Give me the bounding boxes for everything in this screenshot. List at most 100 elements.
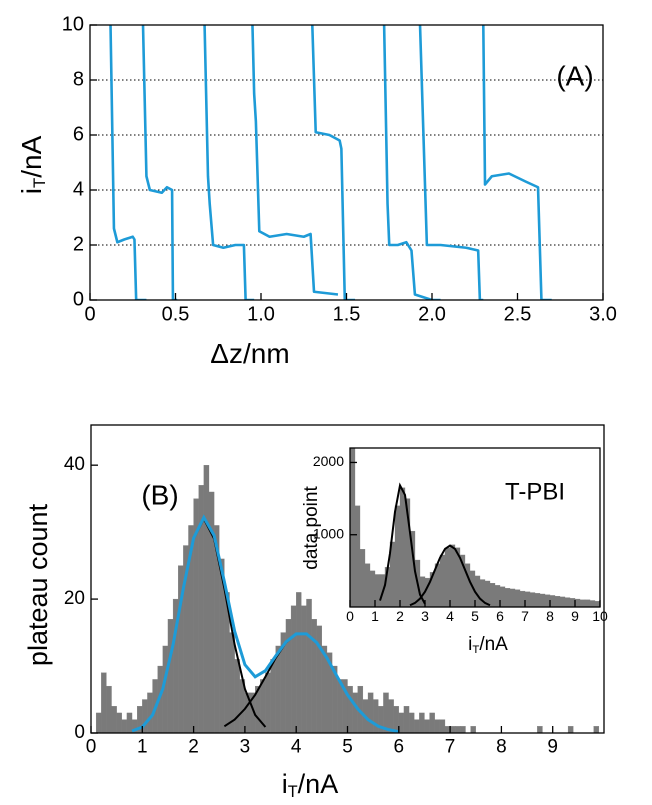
x-tick-label: 3 bbox=[421, 608, 429, 624]
x-tick-label: 0 bbox=[84, 303, 95, 325]
histogram-bar bbox=[589, 600, 596, 607]
y-tick-label: 8 bbox=[73, 68, 84, 90]
x-tick-label: 6 bbox=[496, 608, 504, 624]
histogram-bar bbox=[579, 599, 586, 607]
axis-label: Δz/nm bbox=[210, 338, 289, 369]
panel: 0 2 4 6 8 10 0 0.5 1.0 1.5 2.0 2.5 3.0 Δz/nm iT/nA (A) bbox=[16, 13, 617, 369]
axis-label-part: i bbox=[282, 769, 288, 799]
x-tick-label: 3.0 bbox=[589, 303, 617, 325]
histogram-bar bbox=[374, 574, 381, 607]
x-tick-label: 1 bbox=[137, 736, 148, 757]
histogram-bar bbox=[121, 719, 128, 733]
axis-label-part: i bbox=[468, 634, 472, 655]
histogram-bar bbox=[354, 505, 361, 607]
histogram-bar bbox=[519, 590, 526, 607]
histogram-bar bbox=[367, 692, 374, 733]
axis-label-part: /nA bbox=[16, 135, 47, 177]
axis-label-part: T bbox=[288, 783, 298, 801]
x-tick-label: 0.5 bbox=[162, 303, 190, 325]
histogram-bar bbox=[534, 593, 541, 607]
y-tick-label: 2000 bbox=[313, 453, 344, 469]
histogram-bar bbox=[388, 699, 394, 733]
annotation: (B) bbox=[141, 479, 178, 510]
histogram-bar bbox=[455, 726, 461, 733]
axis-label-part: data point bbox=[301, 486, 322, 570]
x-tick-label: 2 bbox=[396, 608, 404, 624]
histogram-bar bbox=[564, 597, 571, 607]
axis-label: data point bbox=[301, 486, 322, 570]
axis-label-part: T bbox=[30, 178, 49, 188]
histogram-bar bbox=[394, 505, 401, 607]
x-tick-label: 2.5 bbox=[504, 303, 532, 325]
y-tick-label: 2 bbox=[73, 233, 84, 255]
histogram-bar bbox=[265, 672, 271, 733]
axis-label-part: plateau count bbox=[23, 503, 53, 666]
histogram-bar bbox=[574, 598, 581, 607]
histogram-bar bbox=[460, 726, 466, 733]
x-tick-label: 5 bbox=[342, 736, 353, 757]
histogram-bar bbox=[524, 591, 531, 607]
x-tick-label: 10 bbox=[592, 608, 608, 624]
x-tick-label: 9 bbox=[571, 608, 579, 624]
axis-label: iT/nA bbox=[282, 769, 338, 801]
histogram-bar bbox=[444, 726, 451, 733]
histogram-bar bbox=[393, 706, 399, 733]
annotation: (A) bbox=[556, 60, 593, 91]
x-tick-label: 9 bbox=[547, 736, 558, 757]
trace bbox=[382, 25, 441, 300]
x-tick-label: 1.5 bbox=[333, 303, 361, 325]
histogram-bar bbox=[470, 726, 476, 733]
axis-label: iT/nA bbox=[16, 135, 49, 194]
histogram-bar bbox=[111, 706, 117, 733]
x-tick-label: 2.0 bbox=[418, 303, 446, 325]
histogram-bar bbox=[439, 719, 446, 733]
y-tick-label: 0 bbox=[74, 722, 85, 743]
x-tick-label: 4 bbox=[446, 608, 454, 624]
y-tick-label: 40 bbox=[64, 454, 85, 475]
histogram-bar bbox=[594, 601, 600, 607]
histogram-bar bbox=[167, 619, 174, 733]
histogram-bar bbox=[106, 685, 112, 733]
histogram-bar bbox=[439, 554, 446, 607]
histogram-bar bbox=[311, 619, 317, 733]
histogram-bar bbox=[203, 465, 210, 733]
histogram-bar bbox=[559, 596, 566, 607]
histogram-bar bbox=[95, 712, 102, 733]
x-tick-label: 8 bbox=[546, 608, 554, 624]
x-tick-label: 2 bbox=[188, 736, 199, 757]
annotation: T-PBI bbox=[505, 478, 565, 505]
histogram-bar bbox=[285, 619, 292, 733]
axis-label-part: /nA bbox=[479, 634, 508, 655]
trace bbox=[311, 25, 356, 300]
y-tick-label: 6 bbox=[73, 123, 84, 145]
plot-area bbox=[90, 25, 603, 300]
axis-label: iT/nA bbox=[468, 634, 508, 656]
histogram-bar bbox=[101, 672, 107, 733]
histogram-bar bbox=[529, 592, 536, 607]
histogram-bar bbox=[449, 726, 456, 733]
axis-label-part: Δz/nm bbox=[210, 338, 289, 369]
histogram-bar bbox=[350, 448, 356, 607]
histogram-bar bbox=[554, 596, 561, 607]
histogram-bar bbox=[584, 599, 591, 607]
plot-frame bbox=[89, 24, 604, 301]
histogram-bar bbox=[419, 712, 425, 733]
trace bbox=[482, 25, 552, 300]
histogram-bar bbox=[126, 712, 133, 733]
x-tick-label: 0 bbox=[346, 608, 354, 624]
histogram-bar bbox=[569, 598, 576, 607]
histogram-bar bbox=[544, 594, 551, 607]
plot-frame bbox=[349, 447, 601, 608]
histogram-bar bbox=[593, 726, 600, 733]
histogram-bar bbox=[424, 719, 430, 733]
fit-curve bbox=[409, 544, 491, 607]
trace bbox=[251, 25, 339, 296]
histogram-bar bbox=[434, 719, 440, 733]
histogram-bar bbox=[399, 487, 406, 607]
histogram-bar bbox=[229, 632, 235, 733]
histogram-bar bbox=[296, 592, 302, 733]
histogram-bar bbox=[509, 588, 516, 607]
y-tick-label: 0 bbox=[73, 288, 84, 310]
x-tick-label: 0 bbox=[86, 736, 97, 757]
